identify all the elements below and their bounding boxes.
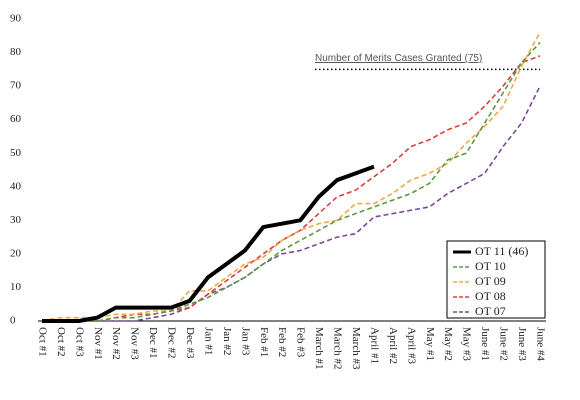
legend-label: OT 09 <box>475 274 506 288</box>
x-tick-label: Jan #2 <box>221 327 233 355</box>
x-tick-label: April #1 <box>368 327 380 364</box>
x-tick-label: June #3 <box>516 327 528 361</box>
x-tick-label: June #4 <box>534 327 546 361</box>
y-tick-label: 10 <box>10 281 22 293</box>
x-tick-label: Feb #3 <box>295 327 307 358</box>
x-tick-label: Oct #3 <box>73 327 85 357</box>
x-tick-label: Nov #2 <box>110 327 122 360</box>
y-tick-label: 20 <box>10 247 22 259</box>
legend-label: OT 10 <box>475 259 506 273</box>
x-tick-label: Oct #1 <box>36 327 48 357</box>
y-tick-label: 40 <box>10 180 22 192</box>
x-tick-label: Feb #2 <box>276 327 288 357</box>
x-tick-label: March #2 <box>332 327 344 369</box>
x-tick-label: Nov #1 <box>92 327 104 360</box>
x-tick-label: Dec #1 <box>147 327 159 358</box>
x-tick-label: April #3 <box>405 327 417 364</box>
series-line <box>42 164 375 323</box>
x-tick-label: June #1 <box>479 327 491 361</box>
x-tick-label: May #1 <box>424 327 436 361</box>
y-tick-label: 60 <box>10 113 22 125</box>
y-tick-label: 70 <box>10 80 22 92</box>
x-tick-label: Jan #1 <box>202 327 214 355</box>
x-tick-label: March #1 <box>313 327 325 369</box>
x-tick-label: June #2 <box>498 327 510 361</box>
legend-label: OT 08 <box>475 289 506 303</box>
series-line <box>42 41 541 322</box>
x-tick-label: May #3 <box>461 327 473 361</box>
x-tick-label: April #2 <box>387 327 399 364</box>
x-tick-label: Nov #3 <box>129 327 141 360</box>
x-tick-label: Feb #1 <box>258 327 270 357</box>
y-tick-label: 0 <box>10 315 16 327</box>
legend-box <box>446 240 546 319</box>
y-tick-label: 50 <box>10 147 22 159</box>
y-tick-label: 80 <box>10 46 22 58</box>
reference-label: Number of Merits Cases Granted (75) <box>315 53 482 64</box>
x-tick-label: Dec #3 <box>184 327 196 359</box>
x-tick-label: Jan #3 <box>239 327 251 356</box>
y-tick-label: 30 <box>10 214 22 226</box>
legend-label: OT 07 <box>475 304 506 318</box>
x-tick-label: Dec #2 <box>166 327 178 358</box>
x-tick-label: May #2 <box>442 327 454 361</box>
legend-label: OT 11 (46) <box>475 244 528 258</box>
series-line <box>42 85 541 322</box>
y-tick-label: 90 <box>10 13 22 25</box>
x-tick-label: March #3 <box>350 327 362 370</box>
x-tick-label: Oct #2 <box>55 327 67 357</box>
series-line <box>41 32 541 322</box>
